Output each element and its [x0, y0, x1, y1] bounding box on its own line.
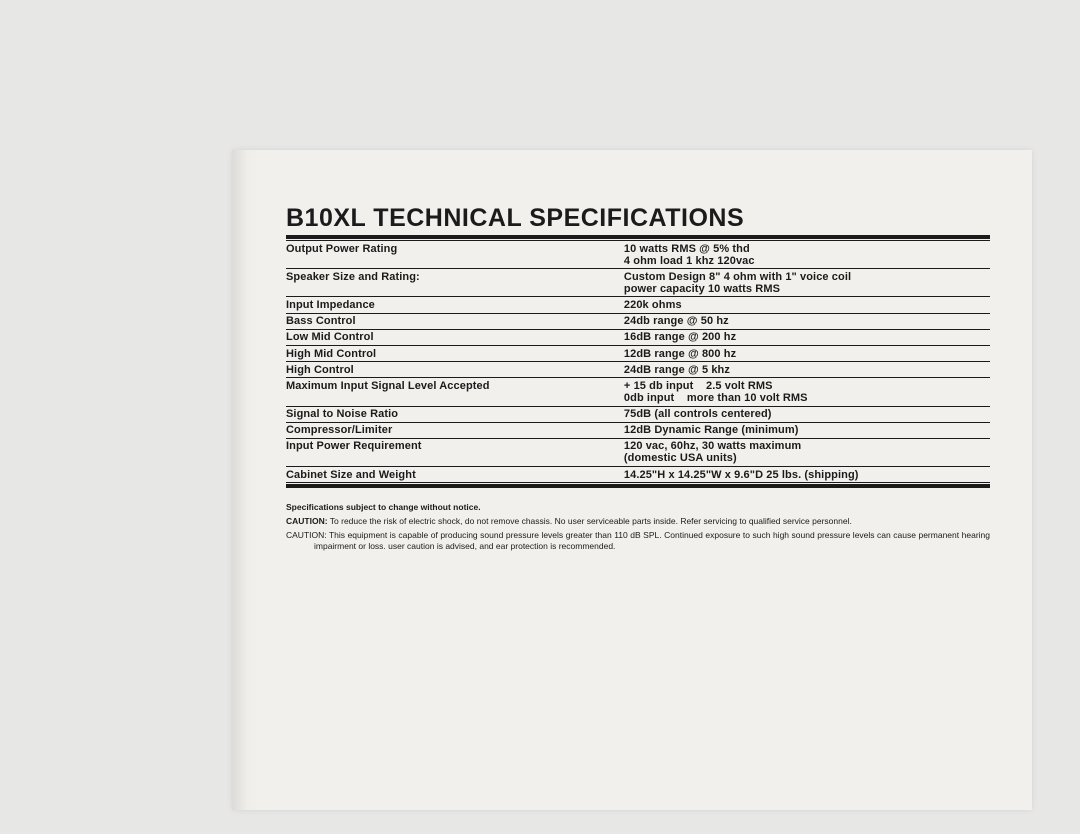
spec-row: Maximum Input Signal Level Accepted+ 15 …: [286, 378, 990, 406]
spec-row: Bass Control24db range @ 50 hz: [286, 313, 990, 329]
spec-label: Output Power Rating: [286, 241, 624, 269]
spec-value: 12dB range @ 800 hz: [624, 345, 990, 361]
spec-value: 16dB range @ 200 hz: [624, 329, 990, 345]
spec-row: High Control24dB range @ 5 khz: [286, 362, 990, 378]
page-title: B10XL TECHNICAL SPECIFICATIONS: [286, 204, 990, 233]
spec-value-line1: 12dB Dynamic Range (minimum): [624, 424, 984, 436]
spec-value-line1: 120 vac, 60hz, 30 watts maximum: [624, 440, 984, 452]
spec-row: Speaker Size and Rating:Custom Design 8"…: [286, 269, 990, 297]
spec-value: 24db range @ 50 hz: [624, 313, 990, 329]
spec-value-line2: 4 ohm load 1 khz 120vac: [624, 255, 984, 267]
spec-value-line1: 75dB (all controls centered): [624, 408, 984, 420]
scan-edge: [232, 150, 260, 810]
spec-value-line2: (domestic USA units): [624, 452, 984, 464]
spec-label: Input Power Requirement: [286, 438, 624, 466]
spec-value: 220k ohms: [624, 297, 990, 313]
spec-label: High Mid Control: [286, 345, 624, 361]
caution-1: CAUTION: To reduce the risk of electric …: [286, 516, 990, 527]
spec-value: 24dB range @ 5 khz: [624, 362, 990, 378]
spec-value-line1: 14.25"H x 14.25"W x 9.6"D 25 lbs. (shipp…: [624, 469, 984, 481]
spec-value: 10 watts RMS @ 5% thd4 ohm load 1 khz 12…: [624, 241, 990, 269]
spec-label: Compressor/Limiter: [286, 422, 624, 438]
page: B10XL TECHNICAL SPECIFICATIONS Output Po…: [232, 150, 1032, 810]
spec-value: + 15 db input 2.5 volt RMS0db input more…: [624, 378, 990, 406]
spec-value: 12dB Dynamic Range (minimum): [624, 422, 990, 438]
caution-2: CAUTION: This equipment is capable of pr…: [286, 530, 990, 551]
spec-row: Compressor/Limiter12dB Dynamic Range (mi…: [286, 422, 990, 438]
spec-value-line1: 220k ohms: [624, 299, 984, 311]
spec-label: Cabinet Size and Weight: [286, 467, 624, 483]
specs-table: Output Power Rating10 watts RMS @ 5% thd…: [286, 241, 990, 482]
spec-value: 120 vac, 60hz, 30 watts maximum(domestic…: [624, 438, 990, 466]
spec-value-line1: 24db range @ 50 hz: [624, 315, 984, 327]
spec-row: Output Power Rating10 watts RMS @ 5% thd…: [286, 241, 990, 269]
spec-row: High Mid Control12dB range @ 800 hz: [286, 345, 990, 361]
spec-value: 75dB (all controls centered): [624, 406, 990, 422]
spec-value-line1: 24dB range @ 5 khz: [624, 364, 984, 376]
spec-value-line1: 12dB range @ 800 hz: [624, 348, 984, 360]
spec-value-line1: 16dB range @ 200 hz: [624, 331, 984, 343]
spec-value-line1: 10 watts RMS @ 5% thd: [624, 243, 984, 255]
spec-row: Low Mid Control16dB range @ 200 hz: [286, 329, 990, 345]
spec-label: Low Mid Control: [286, 329, 624, 345]
content: B10XL TECHNICAL SPECIFICATIONS Output Po…: [232, 150, 1032, 551]
notice-line: Specifications subject to change without…: [286, 502, 990, 512]
caution-2-text: This equipment is capable of producing s…: [314, 530, 990, 551]
rule-top-1: [286, 235, 990, 239]
spec-value: Custom Design 8" 4 ohm with 1" voice coi…: [624, 269, 990, 297]
spec-label: Bass Control: [286, 313, 624, 329]
caution-1-text: To reduce the risk of electric shock, do…: [328, 516, 852, 526]
spec-value-line2: power capacity 10 watts RMS: [624, 283, 984, 295]
rule-bot-1: [286, 482, 990, 483]
spec-label: Speaker Size and Rating:: [286, 269, 624, 297]
spec-value-line2: 0db input more than 10 volt RMS: [624, 392, 984, 404]
spec-label: Maximum Input Signal Level Accepted: [286, 378, 624, 406]
spec-row: Input Impedance220k ohms: [286, 297, 990, 313]
spec-value-line1: Custom Design 8" 4 ohm with 1" voice coi…: [624, 271, 984, 283]
spec-label: Signal to Noise Ratio: [286, 406, 624, 422]
spec-value: 14.25"H x 14.25"W x 9.6"D 25 lbs. (shipp…: [624, 467, 990, 483]
rule-bot-2: [286, 484, 990, 488]
spec-label: Input Impedance: [286, 297, 624, 313]
spec-row: Cabinet Size and Weight14.25"H x 14.25"W…: [286, 467, 990, 483]
spec-row: Signal to Noise Ratio75dB (all controls …: [286, 406, 990, 422]
caution-1-label: CAUTION:: [286, 516, 328, 526]
spec-value-line1: + 15 db input 2.5 volt RMS: [624, 380, 984, 392]
caution-2-label: CAUTION:: [286, 530, 327, 540]
spec-row: Input Power Requirement120 vac, 60hz, 30…: [286, 438, 990, 466]
spec-label: High Control: [286, 362, 624, 378]
